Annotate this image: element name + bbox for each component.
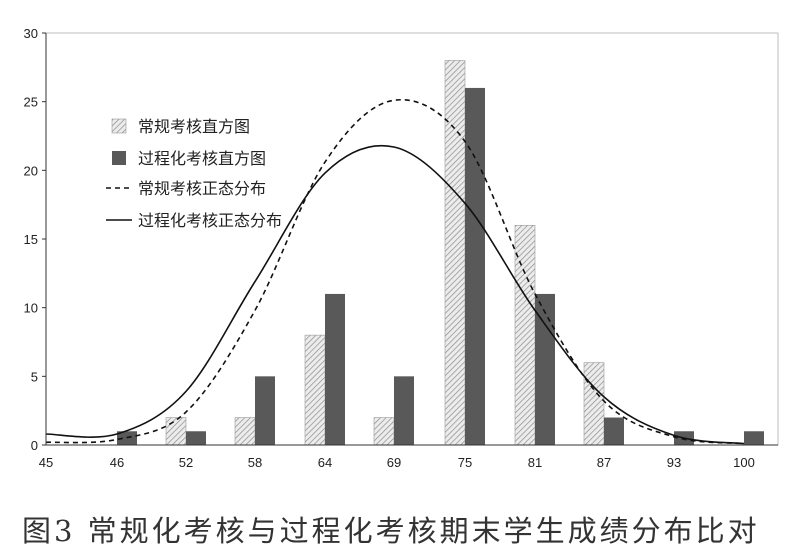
bar-regular-81 — [514, 224, 536, 446]
bar-process-64 — [325, 293, 345, 445]
y-tick-label: 5 — [31, 369, 38, 384]
x-tick-label: 87 — [597, 455, 611, 470]
x-tick-label: 75 — [458, 455, 472, 470]
bar-process-81 — [535, 293, 555, 445]
bar-regular-58 — [234, 417, 256, 446]
y-tick-label: 10 — [24, 301, 38, 316]
legend-label: 常规考核直方图 — [138, 117, 250, 136]
bar-process-75 — [465, 87, 485, 445]
bar-process-52 — [186, 431, 206, 445]
y-tick-label: 30 — [24, 26, 38, 41]
x-tick-label: 81 — [528, 455, 542, 470]
bar-regular-52 — [165, 417, 187, 446]
bar-regular-87 — [583, 362, 605, 446]
bar-regular-75 — [444, 60, 466, 446]
bar-regular-64 — [304, 334, 326, 446]
x-tick-label: 69 — [387, 455, 401, 470]
bar-regular-69 — [373, 417, 395, 446]
bar-process-69 — [394, 376, 414, 445]
x-tick-label: 93 — [667, 455, 681, 470]
legend-swatch-hatched — [111, 118, 127, 134]
y-tick-label: 20 — [24, 163, 38, 178]
legend-label: 过程化考核正态分布 — [138, 211, 282, 230]
x-tick-label: 52 — [179, 455, 193, 470]
line-process-normal — [45, 144, 745, 445]
y-tick-label: 0 — [31, 438, 38, 453]
bar-process-100 — [744, 431, 764, 445]
legend-label: 过程化考核直方图 — [138, 149, 266, 168]
bar-process-87 — [604, 417, 624, 445]
chart: 0 5 10 15 20 25 30 45 46 52 58 64 69 75 81 87 93 100 常规考核… — [24, 26, 779, 470]
line-regular-normal — [45, 98, 745, 445]
y-tick-label: 25 — [24, 95, 38, 110]
y-tick-label: 15 — [24, 232, 38, 247]
figure-caption: 图3 常规化考核与过程化考核期末学生成绩分布比对 — [22, 514, 760, 548]
legend-label: 常规考核正态分布 — [138, 179, 266, 198]
x-tick-label: 64 — [318, 455, 332, 470]
x-tick-label: 58 — [248, 455, 262, 470]
legend-swatch-solid — [112, 151, 126, 165]
x-tick-label: 45 — [39, 455, 53, 470]
x-tick-label: 46 — [110, 455, 124, 470]
bar-process-58 — [255, 376, 275, 445]
x-tick-label: 100 — [733, 455, 755, 470]
figure-caption-area: 图3 常规化考核与过程化考核期末学生成绩分布比对 — [0, 500, 804, 553]
